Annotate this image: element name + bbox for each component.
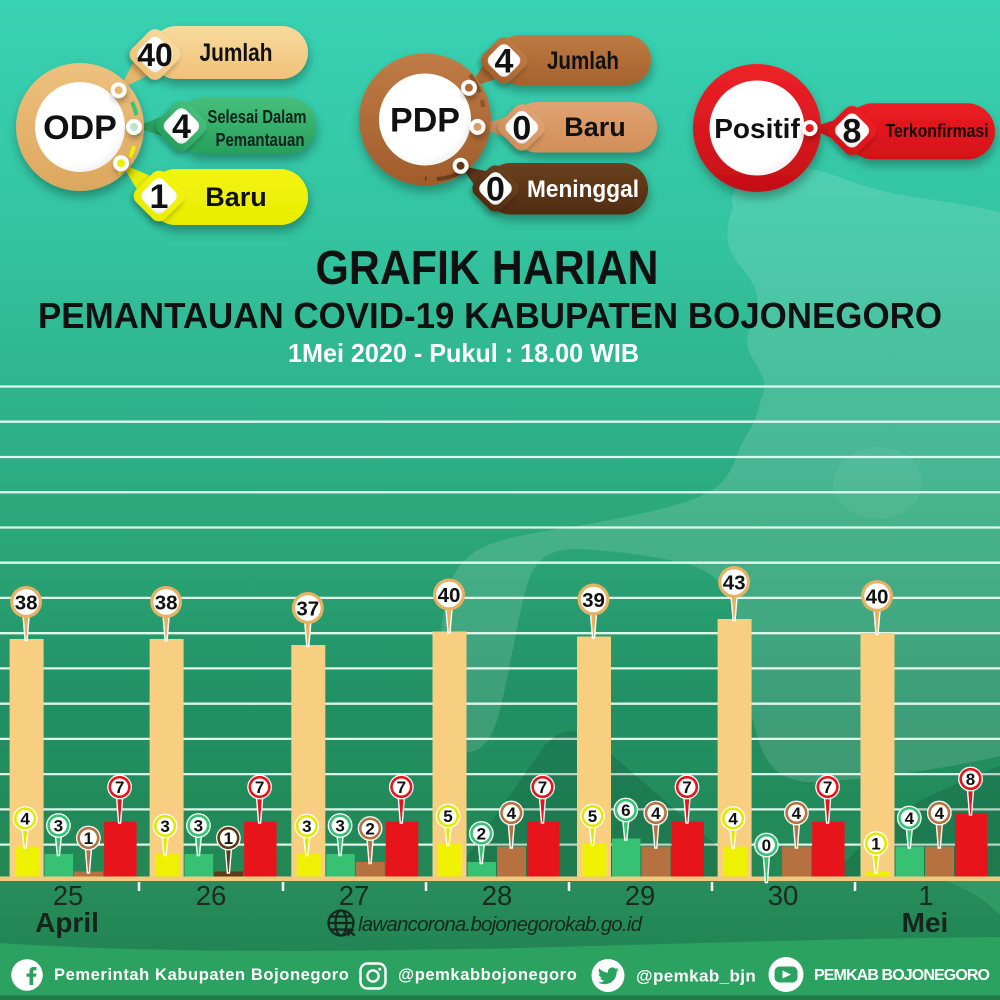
svg-text:Jumlah: Jumlah bbox=[200, 39, 273, 67]
svg-text:43: 43 bbox=[723, 571, 746, 594]
svg-text:4: 4 bbox=[495, 43, 514, 81]
svg-text:3: 3 bbox=[54, 817, 63, 836]
svg-text:Terkonfirmasi: Terkonfirmasi bbox=[886, 121, 989, 141]
svg-text:4: 4 bbox=[20, 810, 30, 829]
svg-text:1: 1 bbox=[224, 829, 233, 848]
svg-text:April: April bbox=[35, 907, 99, 938]
svg-text:PEMANTAUAN COVID-19 KABUPATEN: PEMANTAUAN COVID-19 KABUPATEN BOJONEGORO bbox=[38, 295, 942, 336]
svg-text:@pemkab_bjn: @pemkab_bjn bbox=[636, 967, 756, 986]
svg-text:@pemkabbojonegoro: @pemkabbojonegoro bbox=[398, 966, 577, 984]
svg-text:Meninggal: Meninggal bbox=[527, 176, 639, 203]
svg-text:28: 28 bbox=[482, 880, 513, 911]
svg-text:7: 7 bbox=[397, 778, 406, 797]
svg-text:GRAFIK HARIAN: GRAFIK HARIAN bbox=[316, 242, 659, 295]
svg-text:25: 25 bbox=[53, 880, 84, 911]
svg-text:7: 7 bbox=[538, 778, 547, 797]
svg-text:8: 8 bbox=[843, 113, 862, 151]
svg-text:3: 3 bbox=[194, 817, 203, 836]
svg-text:1: 1 bbox=[918, 880, 933, 911]
svg-text:Mei: Mei bbox=[902, 907, 949, 938]
svg-text:39: 39 bbox=[582, 589, 605, 612]
svg-text:4: 4 bbox=[172, 108, 191, 146]
svg-text:1: 1 bbox=[871, 835, 880, 854]
svg-text:Baru: Baru bbox=[205, 182, 267, 212]
svg-text:4: 4 bbox=[507, 804, 517, 823]
svg-text:26: 26 bbox=[196, 880, 227, 911]
svg-text:0: 0 bbox=[512, 109, 531, 147]
svg-text:7: 7 bbox=[255, 778, 264, 797]
svg-text:PEMKAB BOJONEGORO: PEMKAB BOJONEGORO bbox=[814, 967, 991, 984]
svg-text:7: 7 bbox=[682, 778, 691, 797]
svg-text:1Mei 2020 - Pukul : 18.00 WIB: 1Mei 2020 - Pukul : 18.00 WIB bbox=[288, 338, 639, 368]
svg-text:7: 7 bbox=[823, 778, 832, 797]
svg-text:4: 4 bbox=[651, 804, 661, 823]
svg-text:3: 3 bbox=[302, 817, 311, 836]
svg-text:0: 0 bbox=[486, 171, 505, 209]
svg-text:27: 27 bbox=[339, 880, 370, 911]
svg-text:Positif: Positif bbox=[714, 113, 800, 144]
svg-text:4: 4 bbox=[935, 804, 945, 823]
svg-text:30: 30 bbox=[768, 880, 799, 911]
svg-text:5: 5 bbox=[443, 807, 452, 826]
svg-text:4: 4 bbox=[728, 810, 738, 829]
svg-text:1: 1 bbox=[150, 178, 169, 216]
svg-text:Selesai Dalam: Selesai Dalam bbox=[208, 106, 307, 127]
svg-text:38: 38 bbox=[155, 591, 178, 614]
svg-text:lawancorona.bojonegorokab.go.i: lawancorona.bojonegorokab.go.id bbox=[358, 913, 643, 936]
svg-text:2: 2 bbox=[365, 820, 374, 839]
svg-text:4: 4 bbox=[905, 809, 915, 828]
svg-text:7: 7 bbox=[115, 778, 124, 797]
svg-text:8: 8 bbox=[966, 770, 975, 789]
svg-text:Pemantauan: Pemantauan bbox=[216, 129, 305, 150]
svg-text:Jumlah: Jumlah bbox=[547, 47, 619, 75]
svg-text:40: 40 bbox=[438, 584, 461, 607]
svg-text:1: 1 bbox=[84, 829, 93, 848]
svg-text:5: 5 bbox=[588, 807, 597, 826]
svg-text:37: 37 bbox=[296, 597, 319, 620]
svg-text:0: 0 bbox=[762, 836, 771, 855]
svg-text:4: 4 bbox=[792, 804, 802, 823]
svg-text:Baru: Baru bbox=[564, 112, 626, 142]
svg-text:6: 6 bbox=[621, 801, 630, 820]
svg-text:38: 38 bbox=[15, 591, 38, 614]
svg-text:3: 3 bbox=[160, 817, 169, 836]
svg-text:ODP: ODP bbox=[43, 109, 117, 147]
svg-text:PDP: PDP bbox=[390, 102, 460, 140]
svg-text:40: 40 bbox=[866, 585, 889, 608]
svg-text:3: 3 bbox=[335, 817, 344, 836]
svg-text:29: 29 bbox=[625, 880, 656, 911]
svg-text:40: 40 bbox=[137, 37, 173, 73]
svg-text:Pemerintah Kabupaten Bojonegor: Pemerintah Kabupaten Bojonegoro bbox=[54, 966, 349, 984]
svg-text:2: 2 bbox=[477, 825, 486, 844]
